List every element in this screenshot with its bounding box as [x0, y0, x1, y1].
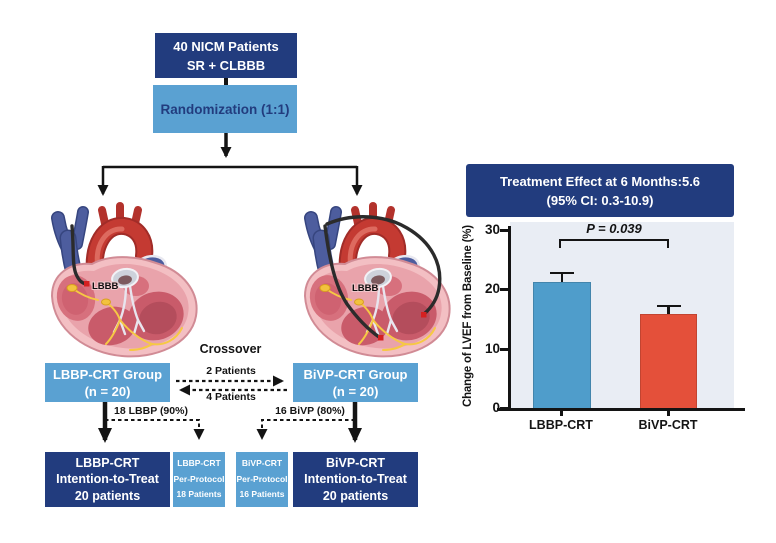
y-tick-10 — [500, 348, 508, 351]
x-axis-line — [497, 408, 745, 411]
y-axis-line — [508, 226, 511, 410]
significance-bracket — [559, 239, 669, 248]
lbbb-label-left: LBBB — [92, 281, 119, 292]
bivp-group-line1: BiVP-CRT Group — [303, 366, 408, 382]
lbbp-itt-line3: 20 patients — [74, 488, 141, 503]
lbbp-group-line1: LBBP-CRT Group — [52, 366, 163, 382]
bar-lbbp — [533, 281, 591, 409]
crossover-to-left-label: 4 Patients — [206, 391, 256, 403]
treatment-effect-banner: Treatment Effect at 6 Months:5.6 (95% CI… — [466, 164, 734, 217]
bivp-pp-line3: 16 Patients — [239, 489, 285, 500]
bivp-itt-line2: Intention-to-Treat — [304, 472, 407, 487]
treatment-effect-line2: (95% CI: 0.3-10.9) — [546, 192, 654, 208]
error-bar-lbbp — [550, 271, 574, 283]
av-node — [101, 298, 111, 306]
bivp-lv-lead — [325, 215, 442, 318]
lbbp-itt-line2: Intention-to-Treat — [56, 472, 159, 487]
treatment-effect-line1: Treatment Effect at 6 Months:5.6 — [499, 173, 701, 189]
bivp-pp-line2: Per-Protocol — [236, 473, 288, 484]
randomization-label: Randomization (1:1) — [160, 101, 290, 117]
conduction-system — [324, 287, 436, 351]
y-tick-20 — [500, 288, 508, 291]
y-tick-label-30: 30 — [484, 222, 500, 237]
lbbb-label-right: LBBB — [352, 283, 379, 294]
x-tick-label-bivp: BiVP-CRT — [638, 418, 698, 432]
bar-series — [510, 230, 734, 409]
bivp-success-label: 16 BiVP (80%) — [275, 405, 345, 417]
p-value-label: P = 0.039 — [586, 221, 642, 236]
x-tick-label-lbbp: LBBP-CRT — [529, 418, 593, 432]
heart-illustration-bivp: LBBB — [303, 202, 451, 358]
enrollment-line1: 40 NICM Patients — [173, 38, 279, 54]
sa-node — [319, 284, 331, 292]
bar-group-bivp — [640, 230, 697, 409]
bivp-group-line2: (n = 20) — [332, 383, 379, 399]
av-node — [354, 298, 364, 306]
lbbp-pacing-lead — [70, 224, 90, 287]
lbbp-per-protocol-box: LBBP-CRT Per-Protocol 18 Patients — [173, 452, 225, 507]
error-bar-bivp — [656, 304, 681, 315]
bivp-itt-line1: BiVP-CRT — [325, 455, 386, 470]
conduction-system — [71, 287, 183, 351]
y-tick-label-10: 10 — [484, 341, 500, 356]
lbbp-pp-line3: 18 Patients — [176, 489, 222, 500]
bar-bivp — [640, 314, 697, 409]
bivp-pp-line1: BiVP-CRT — [241, 458, 283, 469]
lbbp-itt-line1: LBBP-CRT — [75, 455, 140, 470]
bivp-group-box: BiVP-CRT Group (n = 20) — [293, 363, 418, 402]
crossover-title: Crossover — [199, 342, 262, 356]
heart-body — [303, 256, 451, 358]
lbbp-success-label: 18 LBBP (90%) — [114, 405, 188, 417]
lbbp-pp-line1: LBBP-CRT — [177, 458, 221, 469]
enrollment-line2: SR + CLBBB — [186, 57, 266, 73]
y-tick-30 — [500, 229, 508, 232]
crossover-to-right-label: 2 Patients — [206, 365, 256, 377]
enrollment-box: 40 NICM Patients SR + CLBBB — [155, 33, 297, 78]
lbbp-itt-box: LBBP-CRT Intention-to-Treat 20 patients — [45, 452, 170, 507]
bivp-itt-line3: 20 patients — [322, 488, 389, 503]
randomization-box: Randomization (1:1) — [153, 85, 297, 133]
x-tick-lbbp — [560, 410, 563, 416]
bivp-per-protocol-box: BiVP-CRT Per-Protocol 16 Patients — [236, 452, 288, 507]
sa-node — [66, 284, 78, 292]
bar-group-lbbp — [533, 230, 591, 409]
lbbp-group-line2: (n = 20) — [84, 383, 131, 399]
y-axis-title: Change of LVEF from Baseline (%) — [462, 225, 474, 407]
bivp-rv-lead — [323, 224, 384, 341]
y-tick-label-0: 0 — [492, 400, 500, 415]
x-tick-bivp — [667, 410, 670, 416]
heart-illustration-lbbp: LBBB — [50, 202, 198, 358]
y-tick-label-20: 20 — [484, 281, 500, 296]
bivp-itt-box: BiVP-CRT Intention-to-Treat 20 patients — [293, 452, 418, 507]
lbbp-group-box: LBBP-CRT Group (n = 20) — [45, 363, 170, 402]
heart-body — [50, 256, 198, 358]
y-tick-0 — [500, 407, 508, 410]
lbbp-pp-line2: Per-Protocol — [173, 473, 225, 484]
